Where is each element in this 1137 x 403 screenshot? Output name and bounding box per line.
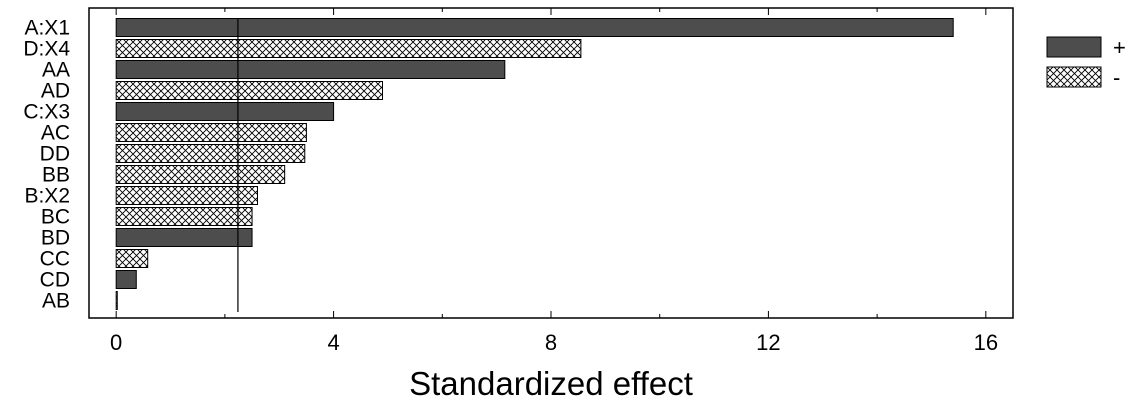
bar-bb: [115, 165, 286, 184]
category-label: BD: [41, 227, 70, 250]
bar-cx3: [115, 102, 335, 121]
category-label: AA: [42, 59, 70, 82]
category-label: A:X1: [24, 17, 70, 40]
legend-label-positive: +: [1113, 35, 1126, 60]
x-tick-label: 8: [545, 330, 557, 355]
category-label: BB: [42, 164, 70, 187]
category-label: DD: [40, 143, 70, 166]
bar-ad: [115, 81, 384, 100]
bars-group: [115, 18, 954, 310]
bar-ax1: [115, 18, 954, 37]
bar-dd: [115, 144, 306, 163]
category-label: AC: [41, 122, 70, 145]
bar-cc: [115, 249, 149, 268]
bar-ac: [115, 123, 307, 142]
x-tick-label: 0: [110, 330, 122, 355]
x-tick-label: 4: [327, 330, 339, 355]
bar-bd: [115, 228, 253, 247]
x-tick-label: 16: [974, 330, 998, 355]
bar-bc: [115, 207, 253, 226]
legend-swatch-negative: [1046, 66, 1102, 88]
x-axis-label: Standardized effect: [409, 365, 693, 402]
category-label: B:X2: [24, 185, 70, 208]
bar-aa: [115, 60, 506, 79]
bar-dx4: [115, 39, 582, 58]
category-label: AB: [42, 290, 70, 313]
legend-swatch-positive: [1046, 36, 1102, 58]
category-label: C:X3: [23, 101, 70, 124]
category-label: D:X4: [23, 38, 70, 61]
category-label: CC: [40, 248, 70, 271]
category-label: CD: [40, 269, 70, 292]
legend: + -: [1046, 35, 1126, 90]
bar-cd: [115, 270, 137, 289]
x-tick-label: 12: [756, 330, 780, 355]
x-axis-ticks: 0 4 8 12 16: [110, 8, 998, 355]
category-label: BC: [41, 206, 70, 229]
bar-ab: [115, 291, 118, 310]
category-label: AD: [41, 80, 70, 103]
legend-label-negative: -: [1113, 65, 1120, 90]
bar-bx2: [115, 186, 258, 205]
